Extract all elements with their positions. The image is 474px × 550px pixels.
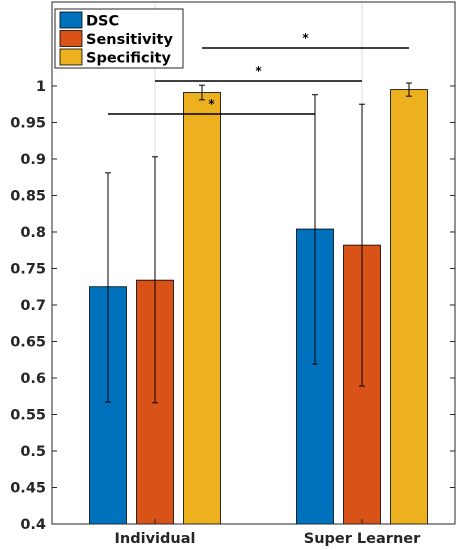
legend-label-dsc: DSC	[86, 14, 119, 30]
y-tick-label: 0.85	[10, 188, 46, 204]
bar-specificity-0	[183, 92, 221, 525]
y-tick-label: 1	[36, 79, 46, 95]
axes-frame	[51, 1, 456, 525]
bar-specificity-1	[390, 89, 428, 525]
y-tick-label: 0.4	[20, 517, 46, 533]
category-label: Super Learner	[304, 531, 421, 547]
y-tick-label: 0.75	[10, 261, 46, 277]
bars	[89, 89, 428, 525]
legend-swatch-specificity	[59, 48, 83, 66]
y-axis-ticks: 0.4 0.45 0.5 0.55 0.6 0.65 0.7 0.75 0.8 0.85 0.9 0.…	[10, 79, 455, 533]
x-axis-category-labels: Individual Super Learner	[115, 519, 421, 547]
y-tick-label: 0.5	[20, 444, 46, 460]
y-tick-label: 0.65	[10, 334, 46, 350]
legend-label-sensitivity: Sensitivity	[86, 32, 173, 48]
legend: DSC Sensitivity Specificity	[54, 8, 184, 69]
legend-swatch-dsc	[59, 11, 83, 29]
y-tick-label: 0.6	[20, 371, 46, 387]
category-label: Individual	[115, 531, 196, 547]
y-tick-label: 0.9	[20, 152, 46, 168]
legend-swatch-sensitivity	[59, 30, 83, 47]
y-tick-label: 0.7	[20, 298, 46, 314]
y-tick-label: 0.45	[10, 480, 46, 496]
significance-star-0: *	[208, 97, 215, 111]
y-tick-label: 0.8	[20, 225, 46, 241]
significance-star-1: *	[255, 64, 262, 78]
legend-label-specificity: Specificity	[86, 51, 171, 67]
significance-star-2: *	[302, 31, 309, 45]
significance-brackets: * * *	[108, 31, 409, 115]
y-tick-label: 0.55	[10, 407, 46, 423]
y-tick-label: 0.95	[10, 115, 46, 131]
error-bars	[105, 82, 412, 404]
